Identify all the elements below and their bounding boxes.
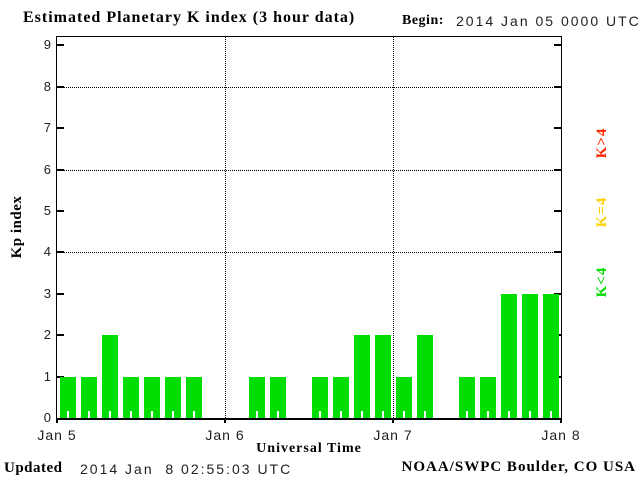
x-axis-label: Universal Time (256, 441, 362, 456)
bar-notch (339, 411, 342, 418)
legend-item-k-eq-4: K=4 (594, 196, 610, 228)
bar-notch (486, 411, 489, 418)
legend-item-k-lt-4: K<4 (594, 266, 610, 298)
x-major-tick (560, 418, 562, 423)
gridline-h (57, 86, 561, 88)
y-tick-label: 4 (43, 244, 51, 260)
updated-value: 2014 Jan 8 02:55:03 UTC (80, 461, 293, 477)
kp-bar (122, 376, 139, 418)
x-major-tick (392, 418, 394, 423)
gridline-h (57, 252, 561, 254)
kp-bar (542, 293, 559, 418)
x-tick-label: Jan 8 (541, 427, 581, 443)
bar-notch (423, 411, 426, 418)
bar-notch (381, 411, 384, 418)
y-tick (57, 375, 64, 378)
kp-bar (479, 376, 496, 418)
y-tick-label: 2 (43, 327, 51, 343)
y-tick (57, 334, 64, 337)
kp-bar (332, 376, 349, 418)
y-tick (554, 168, 561, 171)
bar-notch (318, 411, 321, 418)
bar-notch (192, 411, 195, 418)
bar-notch (465, 411, 468, 418)
kp-bar (164, 376, 181, 418)
kp-bar (143, 376, 160, 418)
y-tick (554, 210, 561, 212)
kp-bar (101, 335, 118, 418)
kp-bar (521, 293, 538, 418)
bar-notch (66, 411, 69, 418)
y-axis-label: Kp index (9, 195, 25, 259)
bar-notch (360, 411, 363, 418)
plot-area: 0 1 2 3 4 5 6 7 8 9 Jan 5 Jan 6 Jan 7 Jan 8 (37, 36, 580, 443)
x-tick-label: Jan 6 (205, 427, 245, 443)
y-tick (57, 168, 64, 171)
bar-notch (171, 411, 174, 418)
begin-label: Begin: (402, 13, 444, 28)
y-tick (554, 251, 561, 254)
y-tick-label: 6 (43, 161, 51, 177)
x-tick-label: Jan 5 (37, 427, 77, 443)
y-tick (57, 292, 64, 295)
kp-bar (416, 335, 433, 418)
kp-bar (353, 335, 370, 418)
kp-bar (395, 376, 412, 418)
kp-bar (269, 376, 286, 418)
y-tick (554, 85, 561, 88)
bar-notch (87, 411, 90, 418)
bar-notch (507, 411, 510, 418)
y-tick (57, 85, 64, 88)
page-title: Estimated Planetary K index (3 hour data… (23, 9, 356, 26)
y-tick (57, 210, 64, 212)
gridline-v (393, 37, 394, 418)
kp-bar (185, 376, 202, 418)
x-major-tick (56, 418, 58, 423)
y-tick (57, 251, 64, 254)
y-tick-label: 8 (43, 78, 51, 94)
y-tick-label: 9 (43, 37, 51, 53)
kp-bar (248, 376, 265, 418)
kp-bar (59, 376, 76, 418)
updated-label: Updated (4, 460, 63, 476)
y-tick (554, 44, 561, 47)
attribution: NOAA/SWPC Boulder, CO USA (401, 459, 636, 475)
x-tick-label: Jan 7 (373, 427, 413, 443)
kp-bar (374, 335, 391, 418)
gridline-h (57, 169, 561, 171)
y-tick (57, 44, 64, 47)
y-tick-label: 5 (43, 203, 51, 218)
y-tick-label: 7 (43, 120, 51, 136)
bar-notch (129, 411, 132, 418)
y-tick (57, 127, 64, 130)
kp-bar (80, 376, 97, 418)
bar-notch (150, 411, 153, 418)
y-tick-label: 1 (43, 368, 51, 384)
legend-item-k-gt-4: K>4 (594, 127, 610, 159)
y-tick (554, 127, 561, 130)
bar-notch (108, 411, 111, 418)
begin-value: 2014 Jan 05 0000 UTC (456, 13, 640, 29)
bar-notch (255, 411, 258, 418)
y-tick (554, 292, 561, 295)
y-tick-label: 3 (43, 285, 51, 301)
bar-notch (402, 411, 405, 418)
kp-bar (458, 376, 475, 418)
kp-bar (500, 293, 517, 418)
bar-notch (528, 411, 531, 418)
y-tick-label: 0 (43, 410, 51, 425)
bar-notch (549, 411, 552, 418)
kp-bar (311, 376, 328, 418)
bar-notch (276, 411, 279, 418)
gridline-v (225, 37, 226, 418)
x-major-tick (224, 418, 226, 423)
